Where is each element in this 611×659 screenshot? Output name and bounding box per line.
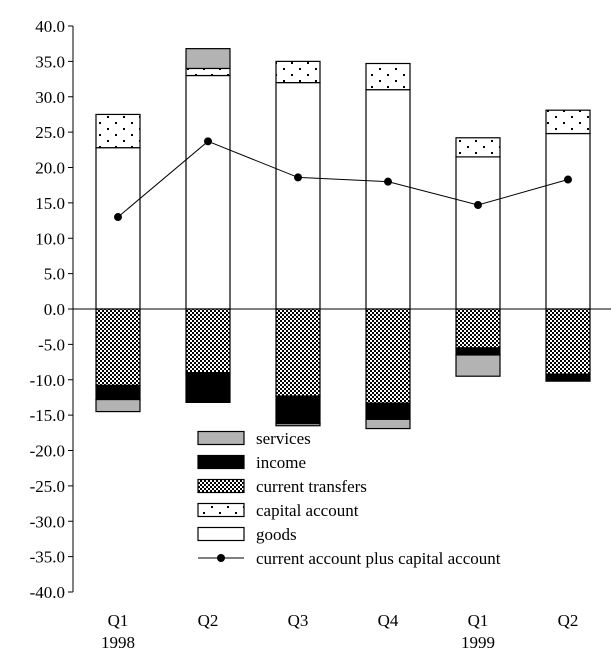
y-tick-label: -30.0: [30, 512, 65, 531]
bar-segment-services: [365, 418, 411, 430]
legend-swatch-services: [197, 430, 245, 446]
y-tick-label: 20.0: [35, 159, 65, 178]
legend-label: services: [256, 429, 311, 448]
line-layer: [114, 137, 572, 222]
line-point: [474, 200, 482, 209]
bar-segment-capital-account: [455, 137, 501, 158]
bar-segment-capital-account: [95, 113, 141, 149]
legend-swatch-capital-account: [197, 502, 245, 518]
bar-segment-current-transfers: [95, 308, 141, 387]
line-point: [564, 175, 572, 184]
y-tick-label: 5.0: [44, 265, 65, 284]
line-point: [294, 173, 302, 182]
bar-segment-capital-account: [275, 60, 321, 84]
x-tick-label: Q4: [378, 611, 399, 630]
legend-swatch-income: [197, 454, 245, 470]
bar-segment-income: [185, 372, 231, 403]
bar-segment-current-transfers: [275, 308, 321, 397]
y-tick-label: -40.0: [30, 583, 65, 602]
y-tick-label: -35.0: [30, 548, 65, 567]
axis-layer: 40.0 35.0 30.0 25.0 20.0 15.0 10.0 5.0 0.0 -5.0 -1…: [30, 17, 611, 652]
y-tick-label: 10.0: [35, 229, 65, 248]
bar-segment-current-transfers: [545, 308, 591, 375]
bar-segment-goods: [545, 132, 591, 310]
y-tick-label: -20.0: [30, 442, 65, 461]
x-tick-label: Q2: [558, 611, 579, 630]
bar-segment-income: [95, 384, 141, 401]
bars-layer: [95, 48, 591, 430]
legend-swatch-goods: [197, 526, 245, 542]
x-year-label: 1998: [101, 633, 135, 652]
y-tick-label: 30.0: [35, 88, 65, 107]
bar-segment-current-transfers: [365, 308, 411, 404]
bar-segment-services: [275, 423, 321, 427]
y-tick-label: 35.0: [35, 52, 65, 71]
legend-swatch-marker: [217, 554, 225, 562]
y-tick-label: -25.0: [30, 477, 65, 496]
legend-label: capital account: [256, 501, 359, 520]
bar-segment-services: [455, 354, 501, 377]
legend-label: income: [256, 453, 306, 472]
x-tick-label: Q1: [108, 611, 129, 630]
bar-segment-income: [365, 402, 411, 420]
bar-segment-goods: [185, 74, 231, 310]
legend-label: current transfers: [256, 477, 367, 496]
y-tick-label: 0.0: [44, 300, 65, 319]
bar-segment-goods: [95, 147, 141, 310]
bar-segment-current-transfers: [455, 308, 501, 349]
bar-segment-income: [545, 373, 591, 382]
line-point: [114, 213, 122, 222]
legend: services income current transfers capital a…: [197, 429, 501, 568]
bar-segment-services: [185, 48, 231, 70]
bar-segment-income: [275, 395, 321, 425]
bar-segment-current-transfers: [185, 308, 231, 374]
y-tick-label: 25.0: [35, 123, 65, 142]
legend-swatch-current-transfers: [197, 478, 245, 494]
line-point: [204, 137, 212, 146]
line-point: [384, 177, 392, 186]
line-current-account-plus-capital-account: [117, 140, 569, 218]
y-tick-label: -5.0: [38, 335, 65, 354]
bar-segment-capital-account: [365, 62, 411, 91]
legend-label: goods: [256, 525, 297, 544]
bar-segment-capital-account: [185, 67, 231, 77]
bar-segment-goods: [275, 81, 321, 310]
x-tick-label: Q1: [468, 611, 489, 630]
bar-segment-goods: [455, 156, 501, 310]
y-tick-label: -15.0: [30, 406, 65, 425]
y-tick-label: -10.0: [30, 371, 65, 390]
y-tick-label: 15.0: [35, 194, 65, 213]
x-tick-label: Q3: [288, 611, 309, 630]
bar-segment-income: [455, 347, 501, 356]
legend-label: current account plus capital account: [256, 549, 501, 568]
bar-segment-goods: [365, 89, 411, 310]
bar-segment-capital-account: [545, 109, 591, 135]
bar-segment-services: [95, 398, 141, 413]
y-tick-label: 40.0: [35, 17, 65, 36]
x-tick-label: Q2: [198, 611, 219, 630]
x-year-label: 1999: [461, 633, 495, 652]
